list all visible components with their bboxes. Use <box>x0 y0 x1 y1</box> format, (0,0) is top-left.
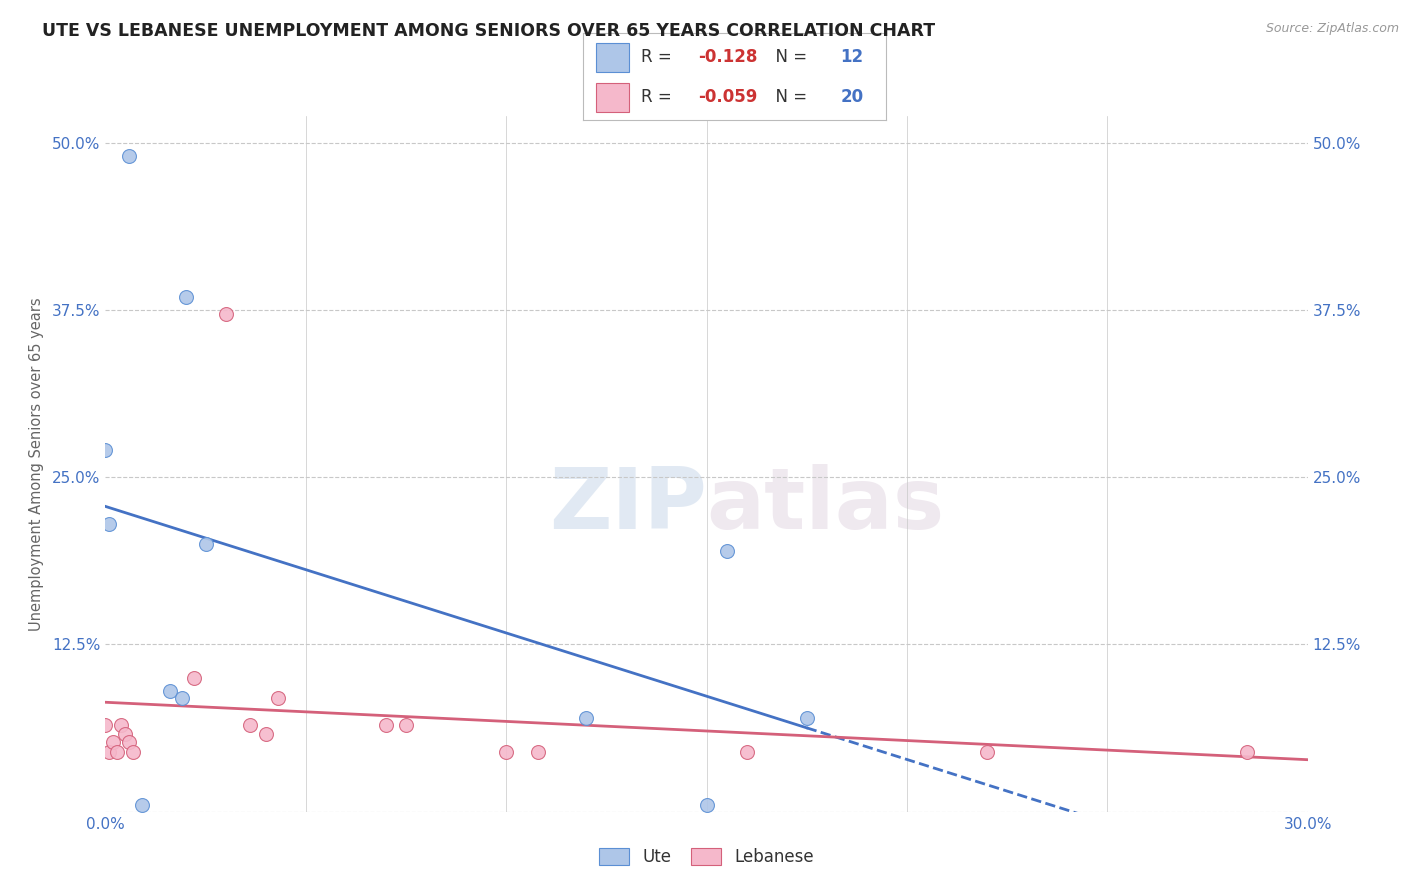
Text: ZIP: ZIP <box>548 464 707 547</box>
Point <box>159 684 181 698</box>
Text: R =: R = <box>641 87 676 106</box>
Text: -0.059: -0.059 <box>699 87 758 106</box>
Point <box>94 717 117 731</box>
Text: -0.128: -0.128 <box>699 48 758 67</box>
Point <box>107 744 129 758</box>
Point <box>194 537 217 551</box>
FancyBboxPatch shape <box>596 83 628 112</box>
Point <box>103 735 125 749</box>
Point <box>495 744 517 758</box>
Point <box>527 744 550 758</box>
Point <box>696 797 718 812</box>
Point <box>110 717 132 731</box>
Y-axis label: Unemployment Among Seniors over 65 years: Unemployment Among Seniors over 65 years <box>28 297 44 631</box>
Point <box>98 517 121 532</box>
Text: N =: N = <box>765 48 813 67</box>
Point <box>94 443 117 458</box>
Point <box>98 744 121 758</box>
Point <box>976 744 998 758</box>
Point <box>735 744 758 758</box>
Text: N =: N = <box>765 87 813 106</box>
Point <box>796 711 818 725</box>
Point <box>575 711 598 725</box>
Text: R =: R = <box>641 48 676 67</box>
Point <box>395 717 418 731</box>
Text: UTE VS LEBANESE UNEMPLOYMENT AMONG SENIORS OVER 65 YEARS CORRELATION CHART: UTE VS LEBANESE UNEMPLOYMENT AMONG SENIO… <box>42 22 935 40</box>
Point <box>267 690 290 705</box>
Point <box>122 744 145 758</box>
Point <box>118 149 141 163</box>
Point <box>374 717 398 731</box>
Point <box>239 717 262 731</box>
Point <box>131 797 153 812</box>
Text: 12: 12 <box>841 48 863 67</box>
Text: Source: ZipAtlas.com: Source: ZipAtlas.com <box>1265 22 1399 36</box>
Point <box>170 690 193 705</box>
Point <box>118 735 141 749</box>
FancyBboxPatch shape <box>596 44 628 72</box>
Text: 20: 20 <box>841 87 863 106</box>
Point <box>214 307 236 321</box>
Point <box>1236 744 1258 758</box>
Point <box>716 544 738 558</box>
Point <box>183 671 205 685</box>
Point <box>174 290 197 304</box>
Text: atlas: atlas <box>707 464 945 547</box>
Legend: Ute, Lebanese: Ute, Lebanese <box>592 841 821 873</box>
Point <box>114 727 136 741</box>
Point <box>254 727 277 741</box>
